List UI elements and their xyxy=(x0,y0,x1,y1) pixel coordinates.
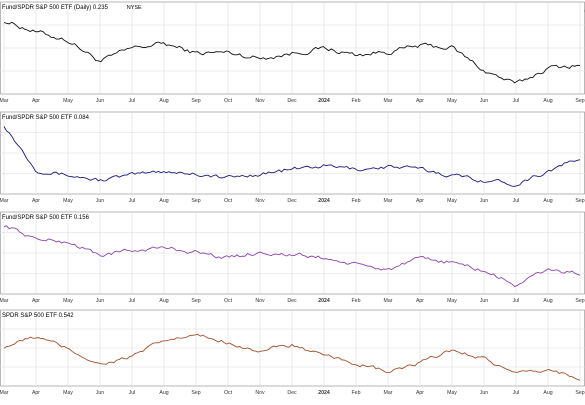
x-tick-label: Sep xyxy=(575,298,584,304)
x-tick-label: 2024 xyxy=(318,198,330,204)
x-tick-label: Jul xyxy=(513,390,520,396)
x-tick-label: Oct xyxy=(224,390,233,396)
x-tick-label: Apr xyxy=(32,198,40,204)
x-tick-label: Jun xyxy=(96,198,104,204)
x-tick-label: Feb xyxy=(352,198,361,204)
x-tick-label: May xyxy=(447,98,457,104)
x-tick-label: May xyxy=(447,298,457,304)
x-tick-label: May xyxy=(447,390,457,396)
x-tick-label: Apr xyxy=(416,198,424,204)
panel-title: Fund/SPDR S&P 500 ETF 0.084 xyxy=(2,115,90,121)
x-tick-label: Aug xyxy=(159,298,168,304)
series-line xyxy=(3,126,581,187)
x-tick-label: 2024 xyxy=(318,98,330,104)
x-tick-label: Nov xyxy=(255,98,265,104)
x-tick-label: Mar xyxy=(384,390,393,396)
x-tick-label: Dec xyxy=(287,390,297,396)
x-tick-label: Sep xyxy=(191,198,200,204)
x-tick-label: Mar xyxy=(0,390,9,396)
x-tick-label: May xyxy=(63,198,73,204)
x-tick-label: May xyxy=(447,198,457,204)
x-tick-label: Sep xyxy=(191,298,200,304)
chart-panel-1: Fund/SPDR S&P 500 ETF (Daily) 0.235 NYSE M… xyxy=(0,1,585,104)
x-tick-label: Apr xyxy=(32,298,40,304)
x-tick-label: Jul xyxy=(129,298,136,304)
x-tick-label: Jul xyxy=(513,198,520,204)
x-tick-label: Mar xyxy=(0,198,9,204)
x-tick-label: Nov xyxy=(255,198,265,204)
x-tick-label: Jul xyxy=(513,98,520,104)
x-tick-label: Jul xyxy=(129,198,136,204)
panel-title: Fund/SPDR S&P 500 ETF (Daily) 0.235 xyxy=(2,5,109,11)
x-tick-label: Oct xyxy=(224,298,233,304)
x-tick-label: Aug xyxy=(543,98,552,104)
x-tick-label: Aug xyxy=(159,390,168,396)
x-tick-label: Dec xyxy=(287,98,297,104)
series-line xyxy=(3,333,581,381)
x-tick-label: Apr xyxy=(416,390,424,396)
x-tick-label: May xyxy=(63,298,73,304)
x-tick-label: Apr xyxy=(32,390,40,396)
x-tick-label: Apr xyxy=(416,298,424,304)
x-tick-label: Sep xyxy=(191,98,200,104)
x-tick-label: 2024 xyxy=(318,298,330,304)
x-tick-label: Jul xyxy=(513,298,520,304)
x-tick-label: Sep xyxy=(575,198,584,204)
chart-panel-3: Fund/SPDR S&P 500 ETF 0.156 Mar Apr May Jun J… xyxy=(0,211,585,304)
x-tick-label: Aug xyxy=(543,390,552,396)
chart-panel-2: Fund/SPDR S&P 500 ETF 0.084 Mar Apr May Jun J… xyxy=(0,111,585,204)
x-tick-label: Oct xyxy=(224,198,233,204)
x-tick-label: Jun xyxy=(96,298,104,304)
x-tick-label: May xyxy=(63,390,73,396)
x-tick-label: Aug xyxy=(159,198,168,204)
x-tick-label: Mar xyxy=(384,198,393,204)
x-tick-label: Aug xyxy=(159,98,168,104)
chart-panel-4: SPDR S&P 500 ETF 0.542 Mar Apr May Jun Jul Aug… xyxy=(0,309,585,396)
panel-title: SPDR S&P 500 ETF 0.542 xyxy=(2,313,74,319)
x-tick-label: Mar xyxy=(0,298,9,304)
x-tick-label: Sep xyxy=(575,98,584,104)
x-tick-label: Jul xyxy=(129,98,136,104)
x-tick-label: Jun xyxy=(96,98,104,104)
x-tick-label: Mar xyxy=(384,298,393,304)
x-tick-label: Jun xyxy=(480,98,488,104)
x-tick-label: Nov xyxy=(255,390,265,396)
x-tick-label: Feb xyxy=(352,98,361,104)
x-tick-label: Oct xyxy=(224,98,233,104)
x-tick-label: Mar xyxy=(0,98,9,104)
x-tick-label: May xyxy=(63,98,73,104)
x-tick-label: Feb xyxy=(352,298,361,304)
x-tick-label: Aug xyxy=(543,298,552,304)
x-tick-label: Apr xyxy=(416,98,424,104)
x-tick-label: 2024 xyxy=(318,390,330,396)
x-tick-label: Jun xyxy=(480,198,488,204)
x-tick-label: Sep xyxy=(191,390,200,396)
x-tick-label: Dec xyxy=(287,298,297,304)
x-tick-label: Aug xyxy=(543,198,552,204)
x-tick-label: Nov xyxy=(255,298,265,304)
x-tick-label: Mar xyxy=(384,98,393,104)
panel-title-suffix: NYSE xyxy=(127,5,142,11)
x-tick-label: Sep xyxy=(575,390,584,396)
series-line xyxy=(3,225,581,287)
panel-title: Fund/SPDR S&P 500 ETF 0.156 xyxy=(2,215,90,221)
x-tick-label: Feb xyxy=(352,390,361,396)
x-tick-label: Jun xyxy=(96,390,104,396)
x-tick-label: Jul xyxy=(129,390,136,396)
x-tick-label: Jun xyxy=(480,390,488,396)
x-tick-label: Dec xyxy=(287,198,297,204)
x-tick-label: Apr xyxy=(32,98,40,104)
series-line xyxy=(3,21,581,84)
x-tick-label: Jun xyxy=(480,298,488,304)
